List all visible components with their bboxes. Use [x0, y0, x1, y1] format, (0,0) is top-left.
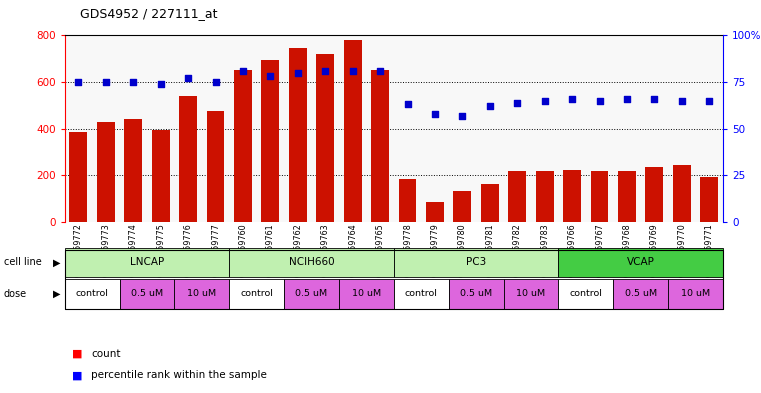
Text: count: count	[91, 349, 121, 359]
Bar	[207, 111, 224, 222]
Point	[209, 79, 221, 85]
Text: control: control	[405, 289, 438, 298]
Text: PC3: PC3	[466, 257, 486, 267]
Point	[703, 97, 715, 104]
Bar	[317, 54, 334, 222]
Point	[539, 97, 551, 104]
Point	[429, 111, 441, 117]
Text: 10 uM: 10 uM	[352, 289, 381, 298]
Bar	[399, 179, 416, 222]
Text: LNCAP: LNCAP	[130, 257, 164, 267]
Point	[154, 81, 167, 87]
Bar	[508, 171, 526, 222]
Text: control: control	[75, 289, 109, 298]
Bar	[700, 176, 718, 222]
Text: ■: ■	[72, 370, 83, 380]
Bar	[591, 171, 609, 222]
Text: ▶: ▶	[53, 257, 61, 267]
Point	[648, 95, 661, 102]
Text: 10 uM: 10 uM	[517, 289, 546, 298]
Bar	[344, 40, 361, 222]
Point	[237, 68, 249, 74]
Point	[182, 75, 194, 81]
Text: control: control	[569, 289, 602, 298]
Point	[100, 79, 112, 85]
Bar	[97, 122, 115, 222]
Text: 10 uM: 10 uM	[681, 289, 710, 298]
Text: ■: ■	[72, 349, 83, 359]
Bar	[262, 60, 279, 222]
Bar	[454, 191, 471, 222]
Bar	[645, 167, 664, 222]
Bar	[481, 184, 498, 222]
Point	[621, 95, 633, 102]
Point	[511, 99, 524, 106]
Point	[127, 79, 139, 85]
Bar	[69, 132, 88, 222]
Bar	[426, 202, 444, 222]
Bar	[563, 169, 581, 222]
Bar	[673, 165, 691, 222]
Text: GDS4952 / 227111_at: GDS4952 / 227111_at	[80, 7, 218, 20]
Text: VCAP: VCAP	[627, 257, 654, 267]
Text: percentile rank within the sample: percentile rank within the sample	[91, 370, 267, 380]
Text: 0.5 uM: 0.5 uM	[131, 289, 163, 298]
Point	[594, 97, 606, 104]
Text: 0.5 uM: 0.5 uM	[460, 289, 492, 298]
Point	[264, 73, 276, 79]
Bar	[124, 119, 142, 222]
Point	[291, 70, 304, 76]
Bar	[179, 96, 197, 222]
Text: NCIH660: NCIH660	[288, 257, 334, 267]
Text: cell line: cell line	[4, 257, 42, 267]
Point	[566, 95, 578, 102]
Text: dose: dose	[4, 289, 27, 299]
Bar	[234, 70, 252, 222]
Point	[457, 112, 469, 119]
Point	[346, 68, 358, 74]
Point	[402, 101, 414, 108]
Point	[676, 97, 688, 104]
Text: control: control	[240, 289, 273, 298]
Bar	[289, 48, 307, 222]
Bar	[536, 171, 553, 222]
Bar	[618, 171, 636, 222]
Point	[484, 103, 496, 109]
Text: 0.5 uM: 0.5 uM	[625, 289, 657, 298]
Bar	[151, 130, 170, 222]
Point	[319, 68, 331, 74]
Text: 0.5 uM: 0.5 uM	[295, 289, 327, 298]
Text: ▶: ▶	[53, 289, 61, 299]
Point	[72, 79, 84, 85]
Bar	[371, 70, 389, 222]
Text: 10 uM: 10 uM	[187, 289, 216, 298]
Point	[374, 68, 386, 74]
